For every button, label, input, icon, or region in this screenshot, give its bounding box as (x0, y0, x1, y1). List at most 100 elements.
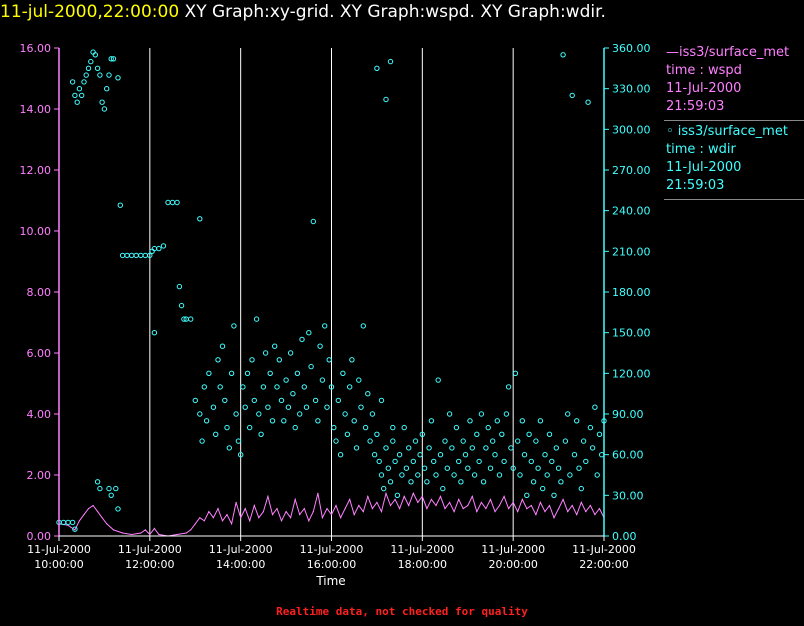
legend-wdir-source: ◦ iss3/surface_met (666, 124, 788, 139)
wspd-point (567, 511, 569, 513)
wspd-point (83, 514, 85, 516)
wdir-point (383, 96, 389, 103)
wspd-point (539, 501, 542, 503)
wdir-point (192, 397, 199, 404)
wdir-point (571, 452, 578, 458)
wspd-point (553, 517, 555, 519)
wdir-point (260, 384, 267, 390)
wspd-point (153, 527, 155, 530)
wdir-point (387, 58, 394, 65)
wdir-point (383, 445, 389, 451)
wdir-point (592, 404, 598, 410)
wspd-point (122, 532, 124, 534)
wdir-point (235, 438, 242, 444)
wspd-point (508, 508, 510, 510)
wdir-point (542, 452, 548, 458)
wdir-point (421, 465, 428, 471)
wdir-point (203, 418, 210, 424)
wdir-point (437, 452, 444, 458)
wdir-point (281, 418, 287, 424)
quality-notice: Realtime data, not checked for quality (276, 605, 528, 618)
wspd-point (235, 501, 237, 503)
wdir-point (215, 357, 221, 363)
wdir-point (371, 452, 378, 458)
wspd-point (408, 504, 410, 507)
wspd-point (249, 520, 251, 522)
legend-wspd: —iss3/surface_met time : wspd 11-Jul-200… (664, 44, 804, 121)
wdir-point (69, 519, 76, 526)
wdir-point (197, 411, 203, 417)
y-right-tick-label: 90.00 (612, 408, 644, 421)
wdir-point (480, 479, 487, 485)
wdir-point (326, 357, 332, 363)
wdir-point (238, 452, 244, 458)
wspd-point (376, 501, 378, 503)
wdir-point (431, 458, 437, 465)
wdir-point (394, 492, 401, 498)
wdir-point (353, 445, 360, 451)
wdir-point (74, 99, 80, 105)
wdir-point (387, 479, 394, 485)
wdir-point (272, 343, 278, 349)
wspd-point (149, 533, 151, 536)
wdir-point (197, 216, 203, 222)
wdir-point (401, 424, 407, 431)
wspd-point (321, 517, 323, 519)
wdir-point (574, 418, 580, 424)
wdir-point (390, 424, 396, 431)
wdir-point (210, 404, 217, 410)
wspd-point (548, 504, 551, 507)
wdir-point (92, 52, 99, 58)
wspd-point (467, 504, 469, 507)
x-tick-label-date: 11-Jul-2000 (209, 543, 273, 556)
wdir-point (365, 391, 371, 397)
wspd-point (74, 529, 76, 531)
wdir-point (462, 452, 469, 458)
wdir-point (358, 404, 364, 410)
wdir-point (546, 431, 553, 437)
wspd-point (421, 495, 423, 497)
wspd-point (417, 501, 419, 503)
wdir-point (331, 424, 337, 431)
wdir-point (351, 418, 357, 424)
x-tick-label-date: 11-Jul-2000 (481, 543, 545, 556)
wdir-point (596, 431, 603, 437)
wdir-point (555, 465, 562, 471)
wspd-point (349, 498, 351, 500)
wdir-point (226, 445, 233, 451)
title-datetime: 11-jul-2000,22:00:00 (0, 2, 180, 22)
wdir-point (349, 357, 355, 363)
wspd-point (87, 508, 90, 510)
wspd-point (208, 511, 210, 513)
wdir-point (442, 438, 448, 444)
wdir-point (138, 252, 144, 259)
wdir-point (367, 438, 373, 444)
wdir-point (476, 458, 482, 465)
y-right-tick-label: 240.00 (612, 205, 651, 218)
wdir-point (428, 418, 435, 424)
wdir-point (458, 479, 464, 485)
wdir-point (299, 336, 305, 343)
wdir-point (85, 65, 92, 72)
wdir-point (399, 472, 405, 478)
x-tick-label-date: 11-Jul-2000 (300, 543, 364, 556)
y-right-tick-label: 270.00 (612, 164, 651, 177)
wdir-point (231, 323, 237, 329)
y-right-tick-label: 180.00 (612, 286, 651, 299)
wdir-point (483, 445, 489, 451)
wdir-point (328, 384, 335, 390)
wdir-point (233, 411, 239, 417)
wdir-point (81, 79, 87, 85)
wspd-point (78, 520, 80, 522)
legend-wspd-source: —iss3/surface_met (666, 45, 790, 60)
y-left-tick-label: 8.00 (27, 286, 52, 299)
wdir-point (117, 202, 124, 208)
wspd-point (589, 504, 592, 507)
wdir-point (99, 99, 105, 105)
wdir-point (496, 472, 503, 478)
wspd-point (176, 533, 178, 536)
wdir-point (469, 445, 475, 451)
wspd-point (580, 501, 582, 503)
wdir-point (406, 445, 412, 451)
